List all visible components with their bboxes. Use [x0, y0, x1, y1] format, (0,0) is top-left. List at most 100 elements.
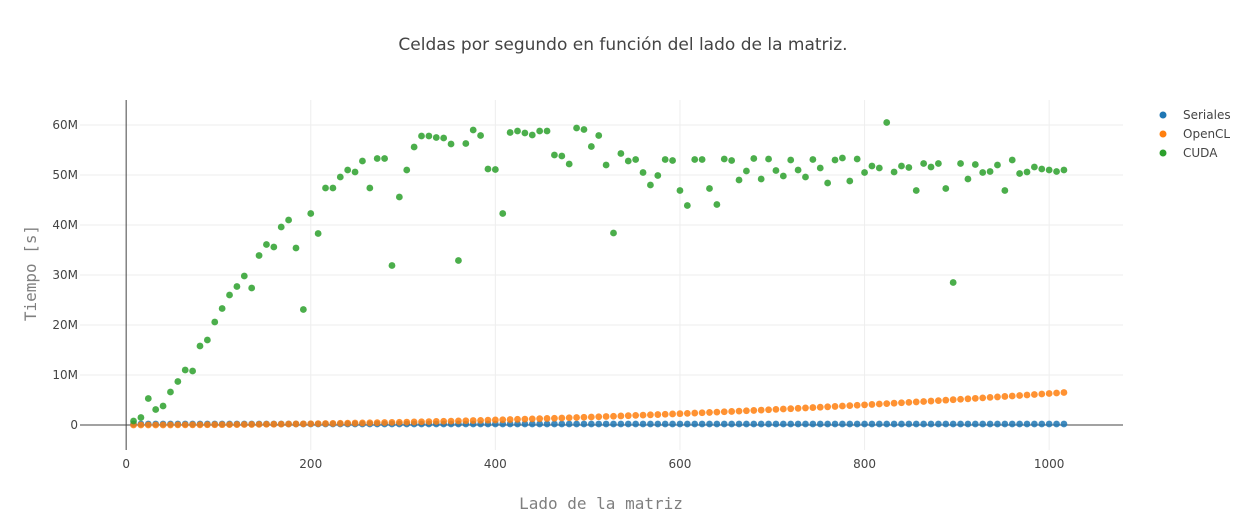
- point-cuda: [905, 164, 913, 171]
- point-seriales: [647, 420, 654, 428]
- point-opencl: [469, 417, 477, 424]
- point-cuda: [654, 172, 662, 179]
- point-seriales: [1060, 420, 1068, 428]
- point-opencl: [964, 395, 972, 403]
- point-seriales: [1030, 420, 1038, 428]
- point-opencl: [905, 398, 913, 406]
- point-seriales: [683, 420, 691, 428]
- point-cuda: [875, 164, 883, 172]
- point-cuda: [137, 414, 145, 421]
- point-opencl: [484, 416, 492, 424]
- point-cuda: [174, 378, 182, 385]
- point-cuda: [395, 193, 403, 201]
- legend-marker-opencl: [1159, 130, 1167, 138]
- x-tick-label: 200: [299, 457, 322, 471]
- point-seriales: [824, 420, 832, 428]
- point-opencl: [831, 403, 839, 410]
- point-opencl: [809, 404, 817, 411]
- point-seriales: [565, 420, 573, 428]
- point-cuda: [218, 305, 226, 312]
- point-cuda: [1038, 165, 1046, 173]
- point-seriales: [1053, 420, 1060, 428]
- legend-label-cuda: CUDA: [1183, 146, 1218, 160]
- point-seriales: [750, 420, 758, 428]
- point-opencl: [189, 421, 197, 429]
- point-opencl: [934, 397, 942, 405]
- point-cuda: [1030, 163, 1038, 171]
- y-tick-label: 50M: [52, 168, 78, 182]
- point-seriales: [949, 420, 957, 428]
- point-cuda: [536, 127, 544, 135]
- point-cuda: [846, 177, 854, 185]
- point-opencl: [920, 398, 928, 405]
- point-opencl: [661, 410, 669, 418]
- point-opencl: [167, 421, 174, 429]
- point-opencl: [462, 417, 470, 425]
- point-seriales: [521, 420, 529, 428]
- point-opencl: [580, 413, 588, 421]
- point-opencl: [706, 409, 713, 416]
- chart-title: Celdas por segundo en función del lado d…: [398, 35, 847, 55]
- point-seriales: [883, 420, 891, 428]
- point-cuda: [299, 306, 307, 313]
- point-opencl: [610, 412, 617, 420]
- point-cuda: [462, 140, 470, 147]
- point-opencl: [218, 421, 226, 429]
- point-cuda: [366, 184, 374, 192]
- point-opencl: [994, 393, 1001, 401]
- point-seriales: [543, 420, 551, 428]
- point-cuda: [1060, 166, 1068, 174]
- point-opencl: [942, 396, 950, 404]
- point-opencl: [432, 418, 440, 425]
- point-opencl: [816, 403, 824, 411]
- point-opencl: [1060, 389, 1068, 396]
- point-cuda: [632, 156, 640, 163]
- point-opencl: [912, 398, 920, 406]
- point-opencl: [1045, 390, 1053, 397]
- point-cuda: [610, 229, 617, 237]
- point-cuda: [986, 168, 994, 175]
- point-seriales: [558, 420, 566, 428]
- point-cuda: [934, 160, 942, 167]
- point-cuda: [189, 367, 197, 375]
- point-opencl: [587, 413, 595, 421]
- point-seriales: [720, 420, 728, 428]
- point-opencl: [743, 407, 750, 415]
- point-cuda: [159, 402, 167, 410]
- point-opencl: [536, 415, 544, 423]
- point-opencl: [521, 415, 529, 423]
- point-cuda: [890, 168, 898, 176]
- point-cuda: [1001, 187, 1009, 194]
- point-cuda: [861, 169, 868, 176]
- point-opencl: [455, 417, 462, 425]
- point-cuda: [270, 243, 278, 251]
- point-cuda: [787, 156, 795, 164]
- point-cuda: [898, 162, 905, 170]
- point-seriales: [816, 420, 824, 428]
- point-cuda: [196, 342, 204, 350]
- point-seriales: [1038, 420, 1046, 428]
- point-opencl: [691, 409, 699, 417]
- point-cuda: [558, 152, 566, 160]
- point-seriales: [809, 420, 817, 428]
- point-opencl: [853, 401, 861, 409]
- point-opencl: [255, 420, 263, 428]
- point-cuda: [477, 132, 484, 139]
- point-cuda: [868, 162, 876, 170]
- point-cuda: [971, 161, 979, 168]
- point-seriales: [890, 420, 898, 428]
- point-seriales: [632, 420, 640, 428]
- point-cuda: [491, 166, 499, 173]
- point-cuda: [565, 160, 573, 168]
- point-cuda: [883, 119, 891, 126]
- point-cuda: [698, 156, 706, 163]
- point-cuda: [794, 166, 802, 174]
- point-seriales: [971, 420, 979, 428]
- point-cuda: [543, 127, 551, 135]
- point-cuda: [676, 187, 684, 194]
- point-seriales: [794, 420, 802, 428]
- point-opencl: [927, 397, 935, 405]
- point-opencl: [802, 404, 809, 412]
- point-cuda: [403, 166, 411, 174]
- point-opencl: [263, 420, 270, 428]
